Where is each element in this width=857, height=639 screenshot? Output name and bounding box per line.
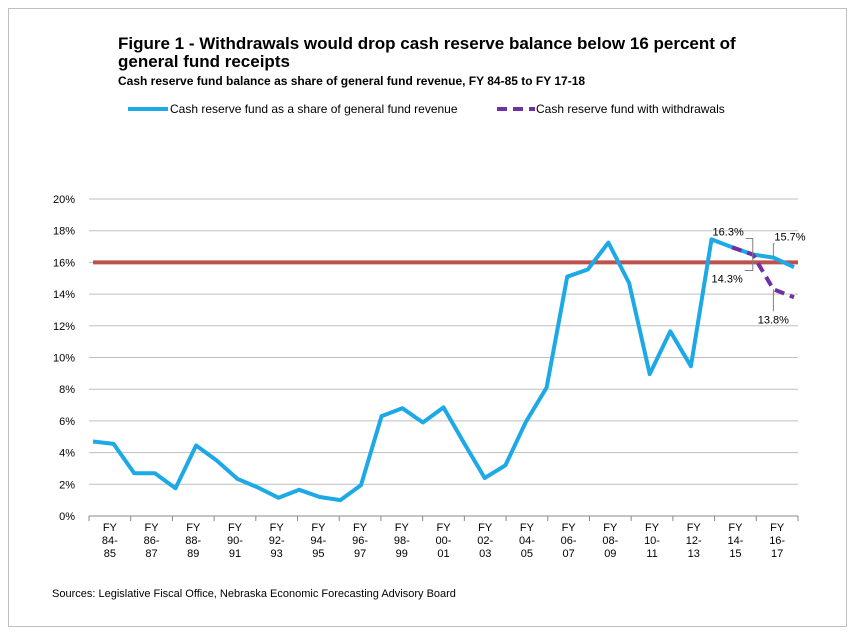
y-tick-label: 0% [59, 511, 75, 523]
x-tick-label: 02- [477, 535, 493, 547]
x-tick-label: 17 [771, 548, 783, 560]
x-tick-label: 91 [229, 548, 241, 560]
y-tick-label: 18% [53, 226, 75, 238]
x-tick-label: 94- [310, 535, 326, 547]
x-tick-label: FY [520, 522, 535, 534]
chart-title: Figure 1 - Withdrawals would drop cash r… [118, 34, 736, 71]
y-tick-label: 8% [59, 384, 75, 396]
chart-source: Sources: Legislative Fiscal Office, Nebr… [52, 588, 456, 600]
x-tick-label: 04- [519, 535, 535, 547]
x-tick-label: FY [770, 522, 785, 534]
x-tick-label: FY [478, 522, 493, 534]
x-tick-label: 88- [185, 535, 201, 547]
y-tick-label: 2% [59, 479, 75, 491]
x-tick-label: 96- [352, 535, 368, 547]
x-tick-label: 08- [602, 535, 618, 547]
y-tick-label: 20% [53, 194, 75, 206]
x-tick-label: 98- [394, 535, 410, 547]
x-tick-label: FY [311, 522, 326, 534]
x-tick-label: 01 [437, 548, 449, 560]
x-tick-label: 93 [271, 548, 283, 560]
x-tick-label: 85 [104, 548, 116, 560]
x-tick-label: 00- [436, 535, 452, 547]
x-tick-label: 07 [562, 548, 574, 560]
x-tick-label: 05 [521, 548, 533, 560]
x-tick-label: FY [436, 522, 451, 534]
y-tick-label: 10% [53, 353, 75, 365]
x-tick-label: 16- [769, 535, 785, 547]
x-tick-label: 13 [688, 548, 700, 560]
x-tick-label: 10- [644, 535, 660, 547]
series-line-withdrawals [731, 245, 795, 300]
x-tick-label: FY [270, 522, 285, 534]
chart-subtitle: Cash reserve fund balance as share of ge… [118, 74, 586, 88]
x-tick-label: 92- [269, 535, 285, 547]
x-tick-label: FY [603, 522, 618, 534]
x-tick-label: 90- [227, 535, 243, 547]
data-label: 15.7% [774, 232, 805, 244]
x-tick-label: 15 [729, 548, 741, 560]
x-tick-label: 14- [727, 535, 743, 547]
x-tick-label: 89 [187, 548, 199, 560]
y-tick-label: 12% [53, 321, 75, 333]
data-label-leader [772, 243, 775, 258]
x-tick-label: FY [186, 522, 201, 534]
x-tick-label: 95 [312, 548, 324, 560]
series-line-baseline [92, 237, 795, 503]
x-tick-label: 84- [102, 535, 118, 547]
y-tick-label: 16% [53, 257, 75, 269]
x-tick-label: 03 [479, 548, 491, 560]
x-tick-label: FY [728, 522, 743, 534]
data-label: 16.3% [713, 226, 744, 238]
x-tick-label: FY [228, 522, 243, 534]
x-tick-label: FY [687, 522, 702, 534]
data-label: 14.3% [712, 273, 743, 285]
x-tick-label: 97 [354, 548, 366, 560]
x-tick-label: 12- [686, 535, 702, 547]
x-tick-label: 09 [604, 548, 616, 560]
data-label-leader [745, 237, 754, 255]
x-tick-label: FY [103, 522, 118, 534]
y-tick-label: 6% [59, 416, 75, 428]
legend-label-withdrawals: Cash reserve fund with withdrawals [536, 102, 725, 116]
x-tick-label: 11 [646, 548, 657, 560]
y-tick-label: 14% [53, 289, 75, 301]
data-label-leader [744, 254, 754, 271]
x-tick-label: FY [395, 522, 410, 534]
chart-frame [8, 8, 847, 627]
x-tick-label: FY [353, 522, 368, 534]
x-tick-label: FY [562, 522, 577, 534]
x-tick-label: 86- [144, 535, 160, 547]
legend-label-baseline: Cash reserve fund as a share of general … [170, 102, 458, 116]
x-tick-label: FY [645, 522, 660, 534]
x-tick-label: 06- [561, 535, 577, 547]
data-label: 13.8% [758, 314, 789, 326]
x-tick-label: 87 [145, 548, 157, 560]
x-tick-label: 99 [396, 548, 408, 560]
x-tick-label: FY [145, 522, 160, 534]
y-tick-label: 4% [59, 448, 75, 460]
